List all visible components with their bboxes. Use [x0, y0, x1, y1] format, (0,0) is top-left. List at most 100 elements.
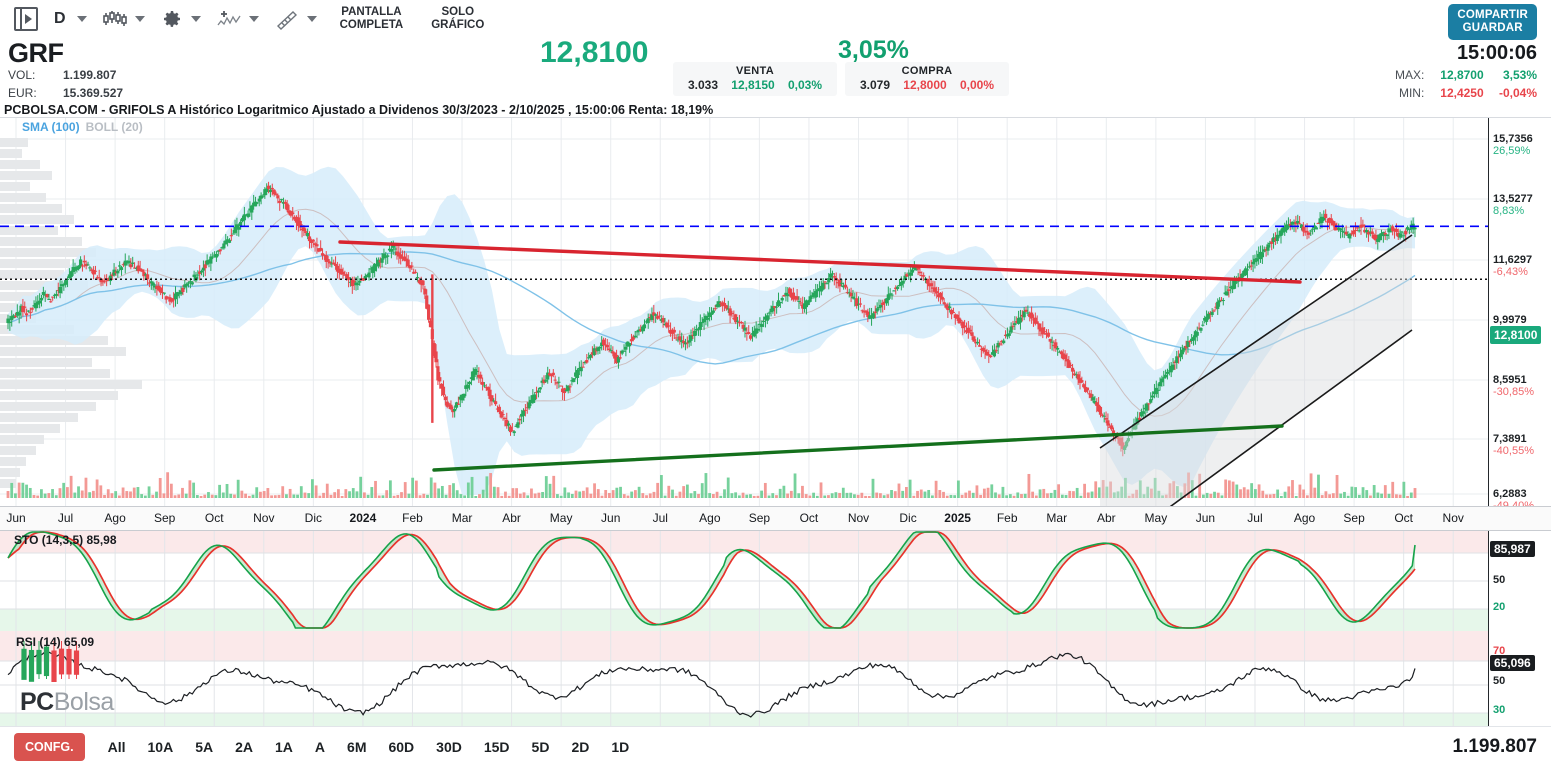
price-axis[interactable]: 15,7356 26,59% 13,5277 8,83% 11,6297 -6,43% 9,… — [1488, 118, 1551, 512]
turnover-key: EUR: — [8, 86, 37, 100]
timeframe-button-15D[interactable]: 15D — [483, 738, 510, 755]
time-tick-Ago: Ago — [699, 511, 721, 525]
time-tick-Ago: Ago — [104, 511, 126, 525]
oversold-zone — [0, 609, 1488, 631]
fullscreen-label-line1: PANTALLA — [341, 6, 402, 18]
add-indicator-button[interactable] — [210, 4, 268, 34]
sto-label[interactable]: STO (14,3,5) 85,98 — [14, 533, 117, 547]
time-tick-Ago: Ago — [1293, 511, 1316, 525]
channel-fill — [1100, 235, 1412, 506]
indicator-legend[interactable]: SMA (100) BOLL (20) — [22, 120, 143, 134]
rsi-pane[interactable]: RSI (14) 65,09 PCBolsa 70 50 30 65,096 — [0, 631, 1551, 738]
stochastic-pane[interactable]: STO (14,3,5) 85,98 80 50 20 85,987 — [0, 531, 1551, 631]
config-button[interactable]: CONFG. — [14, 732, 85, 761]
bid-percent: 0,00% — [959, 78, 995, 92]
min-value: 12,4250 — [1440, 86, 1484, 100]
chevron-down-icon[interactable] — [306, 16, 317, 22]
sto-tick-50: 50 — [1493, 574, 1506, 586]
timeframe-button-10A[interactable]: 10A — [147, 738, 174, 755]
timeframe-button-A[interactable]: A — [314, 738, 326, 755]
chart-container[interactable]: SMA (100) BOLL (20) 15,7356 26,59% 13,5277 8… — [0, 117, 1551, 738]
max-row: MAX: 12,8700 3,53% — [1395, 68, 1537, 82]
timeframe-button-30D[interactable]: 30D — [436, 738, 462, 755]
price-pane[interactable]: SMA (100) BOLL (20) 15,7356 26,59% 13,5277 8… — [0, 118, 1551, 512]
timeframe-selector[interactable]: D — [44, 4, 96, 34]
time-tick-Feb: Feb — [996, 511, 1018, 525]
sto-value-badge: 85,987 — [1490, 541, 1535, 557]
bid-box: COMPRA 3.079 12,8000 0,00% — [845, 62, 1009, 96]
rsi-overbought-zone — [0, 631, 1488, 661]
volume-row: VOL: 1.199.807 — [8, 68, 116, 82]
turnover-row: EUR: 15.369.527 — [8, 86, 123, 100]
top-toolbar: D — [0, 0, 1551, 38]
timeframe-button-60D[interactable]: 60D — [388, 738, 415, 755]
legend-sma[interactable]: SMA (100) — [22, 120, 80, 134]
time-tick-Sep: Sep — [748, 511, 771, 525]
price-chart-svg[interactable] — [0, 118, 1488, 506]
chevron-down-icon[interactable] — [76, 16, 87, 22]
timeframe-button-5A[interactable]: 5A — [195, 738, 214, 755]
settings-button[interactable] — [154, 4, 210, 34]
volume-key: VOL: — [8, 68, 36, 82]
timeframe-button-All[interactable]: All — [107, 738, 126, 755]
total-volume: 1.199.807 — [1452, 735, 1537, 757]
drawing-tools-button[interactable] — [268, 4, 326, 34]
ask-percent: 0,03% — [787, 78, 823, 92]
min-key: MIN: — [1398, 86, 1425, 100]
timeframe-button-2D[interactable]: 2D — [571, 738, 590, 755]
rsi-label[interactable]: RSI (14) 65,09 — [16, 635, 95, 649]
price-tick-2: 11,6297 -6,43% — [1493, 254, 1533, 278]
last-price: 12,8100 — [540, 36, 649, 69]
rsi-line — [7, 650, 1416, 718]
rsi-svg[interactable] — [0, 631, 1488, 738]
drawing-tools-icon — [276, 11, 297, 30]
rsi-axis[interactable]: 70 50 30 65,096 — [1488, 631, 1551, 738]
channel-upper — [1099, 234, 1413, 449]
timeframe-button-1A[interactable]: 1A — [275, 738, 293, 755]
timeframe-label: D — [54, 10, 66, 27]
quote-header: GRF VOL: 1.199.807 EUR: 15.369.527 12,8100… — [0, 34, 1551, 100]
share-save-button[interactable]: COMPARTIR GUARDAR — [1448, 4, 1537, 40]
time-tick-Jun: Jun — [1195, 511, 1216, 525]
timeframe-button-5D[interactable]: 5D — [531, 738, 550, 755]
time-tick-Nov: Nov — [847, 511, 870, 525]
chart-type-selector[interactable] — [96, 4, 154, 34]
gear-icon — [163, 11, 180, 27]
time-tick-May: May — [549, 511, 573, 525]
timeframe-button-6M[interactable]: 6M — [347, 738, 367, 755]
time-tick-Abr: Abr — [1096, 511, 1116, 525]
timeframe-button-2A[interactable]: 2A — [235, 738, 253, 755]
chevron-down-icon[interactable] — [190, 16, 201, 22]
sto-axis[interactable]: 80 50 20 85,987 — [1488, 531, 1551, 631]
time-tick-Nov: Nov — [253, 511, 275, 525]
chart-only-button[interactable]: SOLO GRÁFICO — [417, 6, 498, 32]
bid-quantity: 3.079 — [859, 78, 891, 92]
price-tick-4: 8,5951 -30,85% — [1493, 374, 1534, 398]
panel-toggle-icon — [14, 7, 38, 31]
chevron-down-icon[interactable] — [248, 16, 259, 22]
bid-title: COMPRA — [901, 65, 953, 77]
ticker-symbol: GRF — [8, 38, 64, 68]
time-tick-Oct: Oct — [799, 511, 819, 525]
time-axis[interactable]: Jun Jul Ago Sep Oct Nov Dic 2024 Feb Mar Abr May Jun… — [0, 506, 1551, 531]
chart-title: PCBOLSA.COM - GRIFOLS A Histórico Logari… — [4, 103, 714, 117]
rsi-value-badge: 65,096 — [1490, 655, 1535, 671]
resistance-trendline — [338, 240, 1302, 284]
time-tick-2025: 2025 — [944, 511, 971, 525]
panel-toggle-button[interactable] — [8, 4, 44, 34]
timeframe-row: All 10A 5A 2A 1A A 6M 60D 30D 15D 5D 2D 1D — [97, 735, 641, 759]
chevron-down-icon[interactable] — [134, 16, 145, 22]
stochastic-svg[interactable] — [0, 531, 1488, 631]
time-tick-Sep: Sep — [153, 511, 176, 525]
bid-ask-container: VENTA 3.033 12,8150 0,03% COMPRA 3.079 12,8… — [673, 62, 1009, 96]
turnover-value: 15.369.527 — [63, 86, 124, 100]
fullscreen-button[interactable]: PANTALLA COMPLETA — [326, 6, 418, 32]
min-percent: -0,04% — [1498, 86, 1537, 100]
ask-price: 12,8150 — [731, 78, 775, 92]
bid-row: 3.079 12,8000 0,00% — [854, 78, 1000, 92]
price-tick-5: 7,3891 -40,55% — [1493, 433, 1534, 457]
min-row: MIN: 12,4250 -0,04% — [1399, 86, 1537, 100]
legend-boll[interactable]: BOLL (20) — [85, 120, 143, 134]
timeframe-button-1D[interactable]: 1D — [611, 738, 630, 755]
time-tick-Abr: Abr — [502, 511, 521, 525]
